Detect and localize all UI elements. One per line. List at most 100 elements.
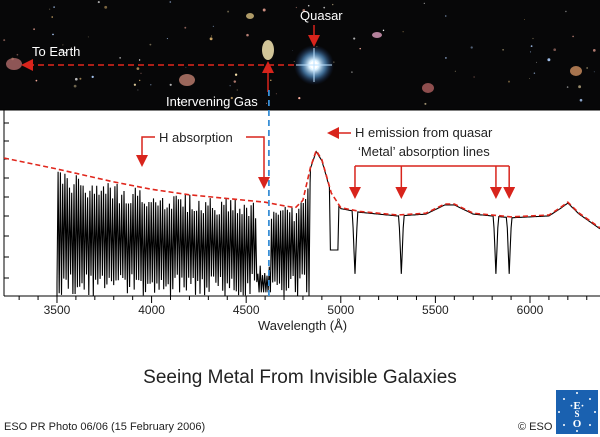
star [302,8,306,12]
metal-lines-bracket [348,165,516,199]
star [137,89,139,91]
star [53,6,55,8]
star [292,50,293,51]
star [275,93,277,95]
star [52,33,54,36]
x-tick-label: 5000 [327,303,354,317]
star [547,58,551,62]
star [578,85,582,89]
star [353,37,356,40]
x-tick-label: 5500 [422,303,449,317]
star [530,45,533,47]
star [553,48,557,52]
star [209,37,213,41]
star [234,73,238,76]
star [307,4,310,7]
star [35,79,38,82]
star [104,5,108,9]
star [79,77,82,80]
star [87,36,89,38]
galaxy-small-4 [570,66,582,76]
star [169,83,172,86]
y-ticks [4,122,9,279]
galaxy-bright [262,40,274,60]
star [119,57,121,59]
star [97,1,100,4]
star [572,35,574,38]
x-tick-label: 6000 [517,303,544,317]
deep-field-photo: Quasar To Earth Intervening Gas [0,0,600,110]
photo-credit: ESO PR Photo 06/06 (15 February 2006) [4,421,206,433]
star [565,10,567,13]
star [470,46,473,49]
copyright: © ESO [518,421,553,433]
star [359,47,361,50]
figure-caption: Seeing Metal From Invisible Galaxies [143,367,457,388]
star [230,96,233,100]
star [533,72,536,74]
star [536,61,537,63]
star [169,1,172,3]
star [246,33,249,37]
star [150,84,152,86]
galaxy-small-1 [179,74,195,86]
star [529,51,532,53]
star [136,67,140,70]
star-field [3,1,596,105]
star [592,49,596,52]
spectrum-chart: 3500 4000 4500 5000 5500 6000 Wavelength (Å) … [0,90,600,333]
star [133,83,137,86]
h-absorption-label: H absorption [159,130,233,145]
metal-lines-label: ‘Metal’ absorption lines [358,144,490,159]
star [227,10,230,13]
star [382,29,385,32]
x-tick-label: 4500 [233,303,260,317]
spectrum-line [56,150,600,296]
star [351,71,353,73]
star [473,76,475,78]
to-earth-label: To Earth [32,44,80,59]
star [60,48,64,52]
star [91,75,94,79]
x-axis-label: Wavelength (Å) [258,318,347,333]
svg-text:O: O [573,418,582,430]
star [3,39,6,42]
svg-text:S: S [574,409,579,419]
galaxy-small-3 [372,32,382,38]
star [524,19,525,21]
star [64,51,67,54]
star [445,15,447,17]
star [424,102,427,105]
h-absorption-arrow-right [246,136,270,189]
star [212,25,215,28]
star [586,67,588,69]
star [265,102,268,104]
h-emission-label: H emission from quasar [355,125,493,140]
star [49,8,51,10]
x-ticks: 3500 4000 4500 5000 5500 6000 [18,296,588,317]
star [233,80,237,83]
star [185,66,187,68]
star [593,71,595,73]
star [262,8,266,12]
star [508,80,510,83]
svg-text:·E·: ·E· [570,400,585,412]
star [454,70,456,72]
star [73,84,77,88]
star [211,35,213,37]
star [149,43,152,46]
star [51,16,53,18]
star [323,6,326,9]
star [579,98,583,102]
star [295,6,298,9]
star [423,2,425,4]
galaxy-left [6,58,22,70]
star [502,48,504,51]
star [138,59,141,61]
galaxy-small-5 [422,83,434,93]
x-tick-label: 3500 [44,303,71,317]
star [16,53,19,56]
star [74,77,78,81]
star [184,26,187,29]
